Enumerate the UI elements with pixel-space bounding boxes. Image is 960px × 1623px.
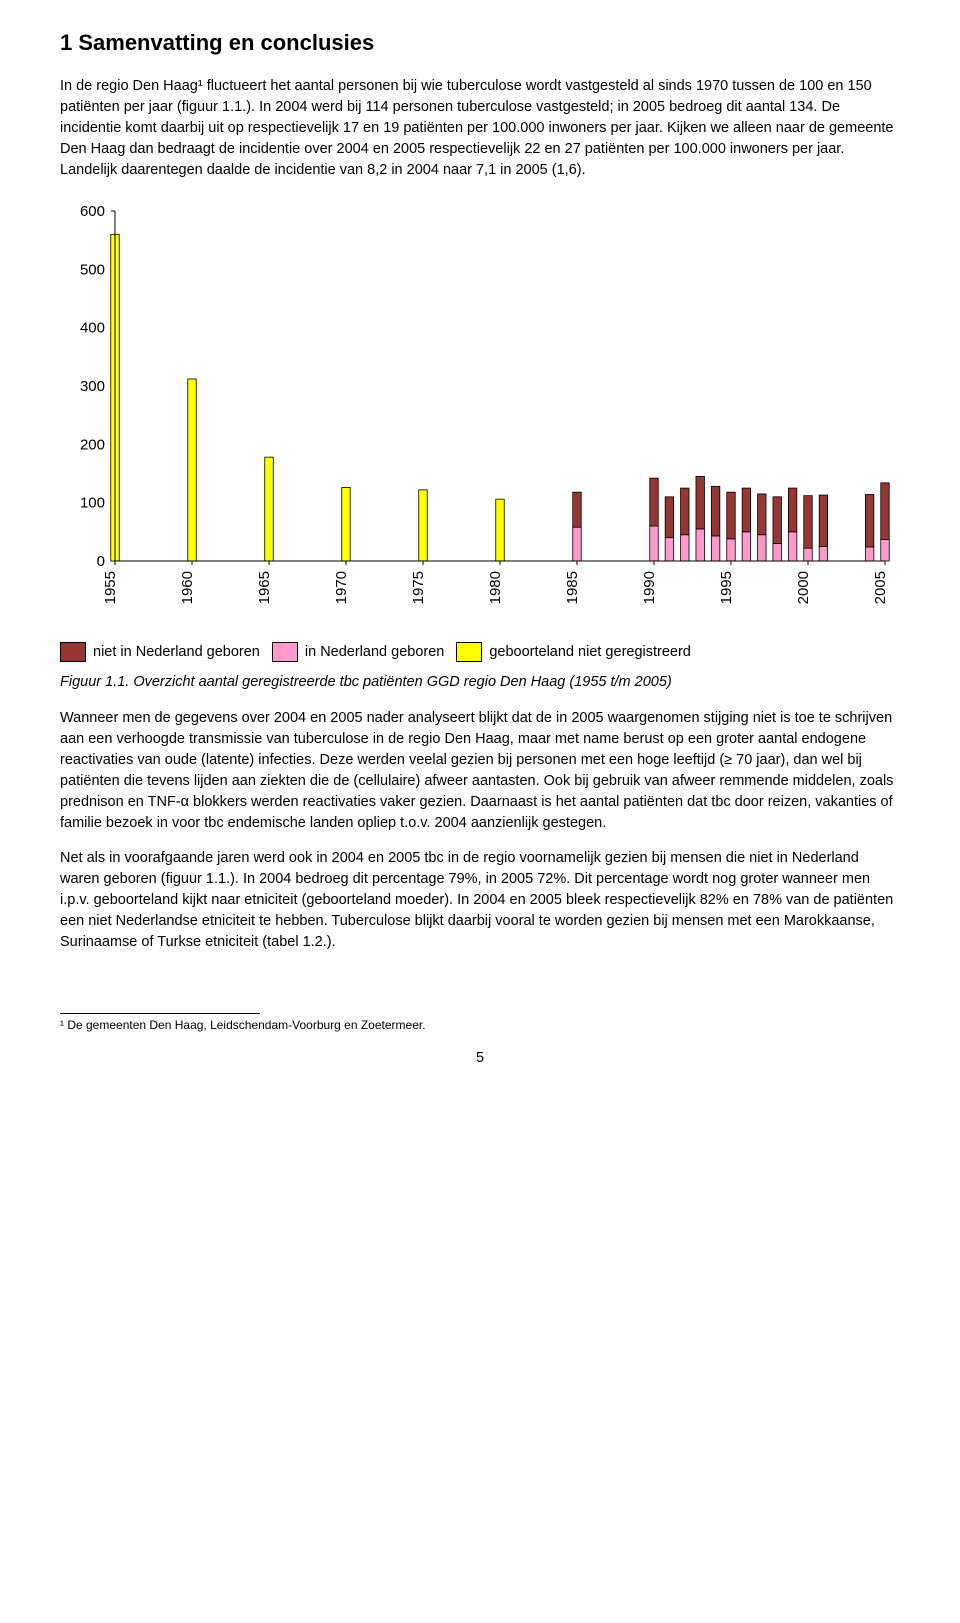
- svg-text:0: 0: [97, 553, 105, 570]
- bar-segment: [773, 497, 781, 544]
- bar-segment: [819, 546, 827, 561]
- page-title: 1 Samenvatting en conclusies: [60, 30, 900, 56]
- bar-segment: [573, 492, 581, 527]
- bar-segment: [742, 532, 750, 561]
- bar-segment: [865, 495, 873, 548]
- bar-segment: [665, 538, 673, 561]
- bar-segment: [711, 536, 719, 561]
- bar-segment: [711, 486, 719, 536]
- footnote-separator: [60, 1013, 260, 1014]
- bar-segment: [804, 548, 812, 561]
- chart-legend: niet in Nederland geboren in Nederland ge…: [60, 642, 900, 662]
- bar-segment: [573, 527, 581, 561]
- bar-segment: [758, 535, 766, 561]
- paragraph-2: Wanneer men de gegevens over 2004 en 200…: [60, 708, 900, 834]
- svg-text:1985: 1985: [564, 571, 581, 604]
- legend-swatch: [456, 642, 482, 662]
- bar-segment: [496, 499, 504, 561]
- paragraph-1: In de regio Den Haag¹ fluctueert het aan…: [60, 76, 900, 181]
- legend-item: geboorteland niet geregistreerd: [456, 642, 691, 662]
- legend-swatch: [60, 642, 86, 662]
- bar-segment: [681, 488, 689, 535]
- legend-label: in Nederland geboren: [305, 644, 444, 660]
- svg-text:2005: 2005: [872, 571, 889, 604]
- bar-segment: [342, 488, 350, 562]
- svg-text:300: 300: [80, 378, 105, 395]
- bar-segment: [819, 495, 827, 546]
- bar-segment: [881, 539, 889, 561]
- svg-text:400: 400: [80, 320, 105, 337]
- legend-swatch: [272, 642, 298, 662]
- bar-segment: [419, 490, 427, 561]
- svg-text:1975: 1975: [410, 571, 427, 604]
- svg-text:1960: 1960: [179, 571, 196, 604]
- figure-1-1-chart: 0 100 200 300 400 500 600 1955 1960 1965 1970 1975 1…: [60, 201, 900, 626]
- svg-text:1970: 1970: [333, 571, 350, 604]
- svg-text:1955: 1955: [102, 571, 119, 604]
- paragraph-3: Net als in voorafgaande jaren werd ook i…: [60, 848, 900, 953]
- svg-text:1995: 1995: [718, 571, 735, 604]
- bar-segment: [727, 539, 735, 561]
- bar-segment: [742, 488, 750, 532]
- svg-text:1980: 1980: [487, 571, 504, 604]
- svg-text:1990: 1990: [641, 571, 658, 604]
- bar-segment: [665, 497, 673, 538]
- bar-segment: [788, 532, 796, 561]
- legend-label: geboorteland niet geregistreerd: [489, 644, 691, 660]
- svg-text:600: 600: [80, 203, 105, 220]
- bar-segment: [650, 526, 658, 561]
- bar-segment: [727, 492, 735, 539]
- bar-segment: [788, 488, 796, 532]
- bar-segment: [188, 379, 196, 561]
- svg-text:100: 100: [80, 495, 105, 512]
- bar-segment: [265, 457, 273, 561]
- bar-segment: [681, 535, 689, 561]
- bar-segment: [881, 483, 889, 540]
- bar-segment: [865, 547, 873, 561]
- legend-item: niet in Nederland geboren: [60, 642, 260, 662]
- bar-segment: [696, 529, 704, 561]
- figure-caption: Figuur 1.1. Overzicht aantal geregistree…: [60, 674, 900, 690]
- bar-chart-svg: 0 100 200 300 400 500 600 1955 1960 1965 1970 1975 1…: [60, 201, 900, 621]
- svg-text:500: 500: [80, 261, 105, 278]
- page-number: 5: [60, 1050, 900, 1066]
- bar-segment: [758, 494, 766, 535]
- svg-text:2000: 2000: [795, 571, 812, 604]
- bar-segment: [650, 478, 658, 526]
- bar-segment: [773, 544, 781, 562]
- legend-label: niet in Nederland geboren: [93, 644, 260, 660]
- svg-text:200: 200: [80, 436, 105, 453]
- bar-segment: [804, 496, 812, 548]
- bar-segment: [696, 476, 704, 528]
- legend-item: in Nederland geboren: [272, 642, 444, 662]
- footnote-1: ¹ De gemeenten Den Haag, Leidschendam-Vo…: [60, 1018, 900, 1032]
- svg-text:1965: 1965: [256, 571, 273, 604]
